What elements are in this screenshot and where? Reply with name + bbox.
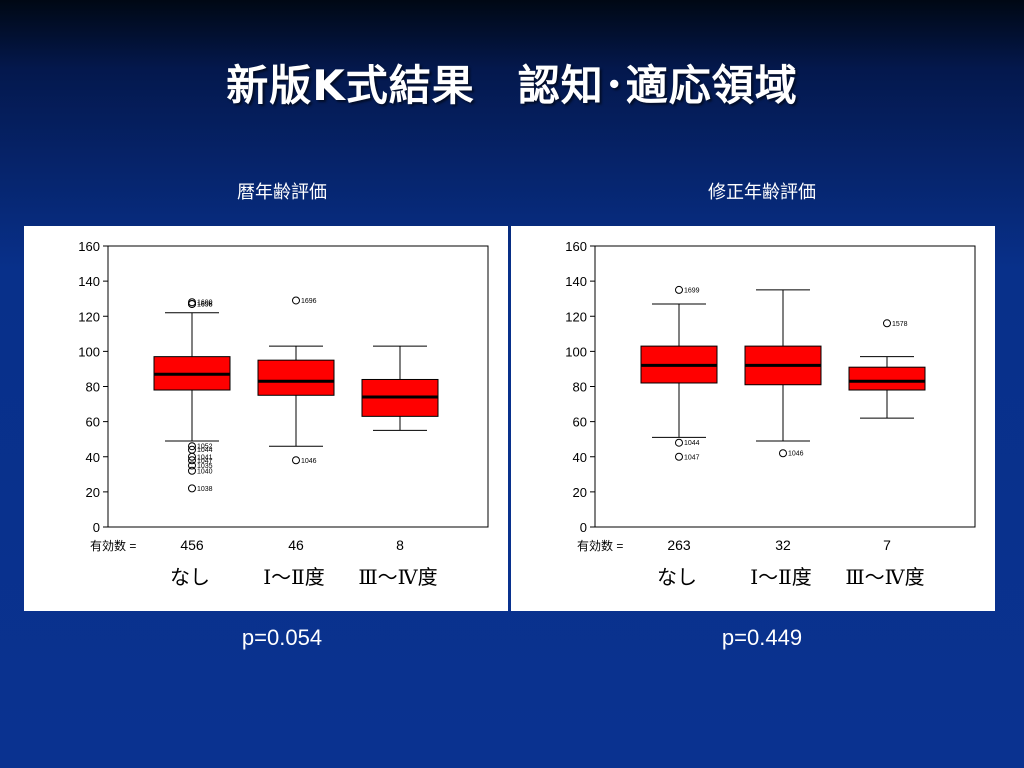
outlier-label: 1696: [301, 298, 317, 305]
outlier-point: [292, 296, 300, 305]
y-tick-label: 60: [86, 415, 100, 430]
chart-panel-left: 0 20 40 60 80 100 120 140 160 有効数 = 1696 1690 1698 10…: [24, 226, 508, 611]
outlier-label: 1035: [197, 463, 213, 470]
n-value: 7: [883, 537, 891, 553]
box-iqr: [257, 359, 335, 396]
outlier-label: 1044: [197, 447, 213, 454]
n-value: 456: [180, 537, 204, 553]
outlier-label: 1698: [197, 301, 213, 308]
chart-title-right: 修正年齢評価: [708, 182, 816, 203]
y-tick-label: 0: [93, 520, 100, 535]
y-tick-label: 40: [573, 450, 587, 465]
n-value: 46: [288, 537, 304, 553]
y-tick-label: 160: [78, 239, 100, 254]
outlier-label: 1696: [197, 301, 213, 308]
group-label: Ⅰ〜Ⅱ度: [750, 565, 812, 589]
y-tick-label: 80: [573, 380, 587, 395]
n-value: 8: [396, 537, 404, 553]
y-tick-label: 120: [565, 309, 587, 324]
y-tick-label: 60: [573, 415, 587, 430]
outlier-point: [675, 438, 683, 447]
outlier-point: [188, 442, 196, 451]
outlier-label: 1578: [892, 321, 908, 328]
y-tick-label: 20: [86, 485, 100, 500]
outlier-point: [292, 456, 300, 465]
box-iqr: [848, 366, 926, 391]
outlier-point: [188, 452, 196, 461]
group-label: Ⅰ〜Ⅱ度: [263, 565, 325, 589]
outlier-point: [188, 466, 196, 475]
group-label: Ⅲ〜Ⅳ度: [358, 565, 437, 589]
outlier-label: 1047: [197, 458, 213, 465]
y-tick-label: 140: [78, 274, 100, 289]
y-tick-label: 100: [78, 344, 100, 359]
n-value: 32: [775, 537, 791, 553]
group-label: なし: [170, 565, 210, 589]
y-tick-label: 40: [86, 450, 100, 465]
n-value: 263: [667, 537, 691, 553]
outlier-point: [188, 484, 196, 493]
outlier-label: 1047: [684, 454, 700, 461]
outlier-label: 1046: [301, 458, 317, 465]
outlier-point: [188, 299, 196, 308]
y-tick-label: 100: [565, 344, 587, 359]
outlier-point: [675, 452, 683, 461]
p-value-left: p=0.054: [241, 625, 323, 650]
y-tick-label: 140: [565, 274, 587, 289]
y-tick-label: 20: [573, 485, 587, 500]
group-label: なし: [657, 565, 697, 589]
y-tick-label: 120: [78, 309, 100, 324]
outlier-label: 1046: [788, 451, 804, 458]
y-tick-label: 160: [565, 239, 587, 254]
outlier-label: 1041: [197, 454, 213, 461]
y-tick-label: 0: [580, 520, 587, 535]
chart-title-left: 暦年齢評価: [237, 182, 327, 203]
outlier-point: [779, 449, 787, 458]
chart-panel-right: 0 20 40 60 80 100 120 140 160 有効数 = 1699 1044 1047 26…: [511, 226, 995, 611]
outlier-point: [883, 319, 891, 328]
outlier-label: 1699: [684, 287, 700, 294]
y-tick-label: 80: [86, 380, 100, 395]
outlier-label: 1040: [197, 468, 213, 475]
outlier-point: [188, 456, 196, 465]
outlier-label: 1038: [197, 486, 213, 493]
group-label: Ⅲ〜Ⅳ度: [845, 565, 924, 589]
n-label: 有効数 =: [577, 538, 623, 553]
outlier-point: [188, 461, 196, 470]
outlier-label: 1690: [197, 300, 213, 307]
slide-title: 新版K式結果 認知･適応領域: [226, 61, 798, 110]
outlier-label: 1044: [684, 440, 700, 447]
p-value-right: p=0.449: [721, 625, 803, 650]
outlier-label: 1052: [197, 444, 213, 451]
boxplot-chart-right: 0 20 40 60 80 100 120 140 160 有効数 = 1699 1044 1047 26…: [565, 239, 976, 589]
n-label: 有効数 =: [90, 538, 136, 553]
outlier-point: [675, 285, 683, 294]
